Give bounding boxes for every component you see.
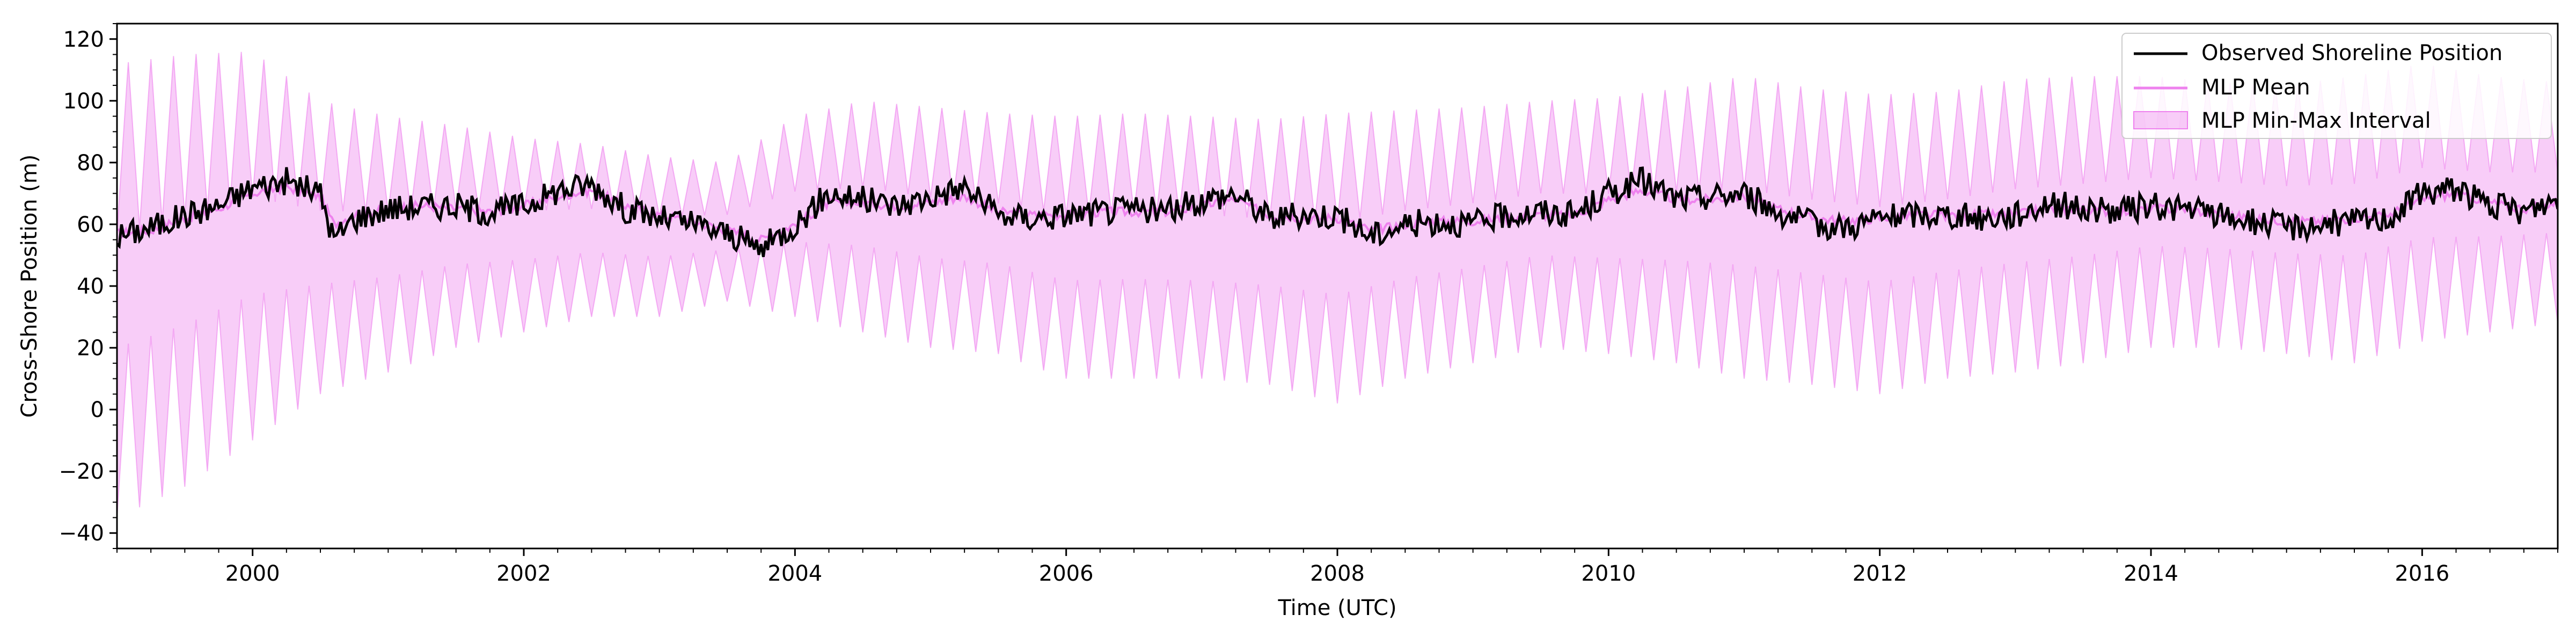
x-tick-label: 2012 xyxy=(1853,561,1907,586)
x-axis-title: Time (UTC) xyxy=(1277,596,1396,620)
legend-box xyxy=(2121,33,2552,139)
x-tick-label: 2014 xyxy=(2124,561,2178,586)
x-tick-label: 2010 xyxy=(1581,561,1636,586)
legend-label-observed: Observed Shoreline Position xyxy=(2201,41,2502,65)
y-axis-title: Cross-Shore Position (m) xyxy=(17,155,42,418)
y-tick-label: 0 xyxy=(91,398,104,422)
y-tick-label: 120 xyxy=(63,27,104,52)
y-tick-label: 80 xyxy=(77,151,104,175)
y-tick-label: −20 xyxy=(59,459,104,484)
band-min-max-interval xyxy=(117,52,2558,518)
series-lines-layer xyxy=(117,166,2558,258)
x-tick-label: 2002 xyxy=(496,561,551,586)
x-tick-label: 2000 xyxy=(225,561,280,586)
y-tick-label: 60 xyxy=(77,213,104,237)
y-tick-label: 20 xyxy=(77,336,104,361)
legend-label-mean: MLP Mean xyxy=(2201,75,2310,100)
legend: Observed Shoreline Position MLP Mean MLP… xyxy=(2121,33,2552,139)
y-tick-label: −40 xyxy=(59,521,104,546)
x-axis-ticks: 2000 2002 2004 2006 2008 2010 2012 2014 2016 xyxy=(116,548,2558,586)
y-tick-label: 100 xyxy=(63,89,104,114)
x-tick-label: 2004 xyxy=(767,561,822,586)
x-tick-label: 2006 xyxy=(1039,561,1094,586)
plot-area xyxy=(117,52,2558,518)
x-tick-label: 2016 xyxy=(2395,561,2449,586)
line-observed-shoreline xyxy=(117,166,2558,258)
legend-swatch-band xyxy=(2133,111,2188,129)
y-axis-ticks: −40 −20 0 20 40 60 80 100 120 xyxy=(59,23,117,549)
min-max-band-layer xyxy=(117,52,2558,518)
y-tick-label: 40 xyxy=(77,274,104,299)
x-tick-label: 2008 xyxy=(1310,561,1365,586)
legend-label-band: MLP Min-Max Interval xyxy=(2201,108,2431,133)
